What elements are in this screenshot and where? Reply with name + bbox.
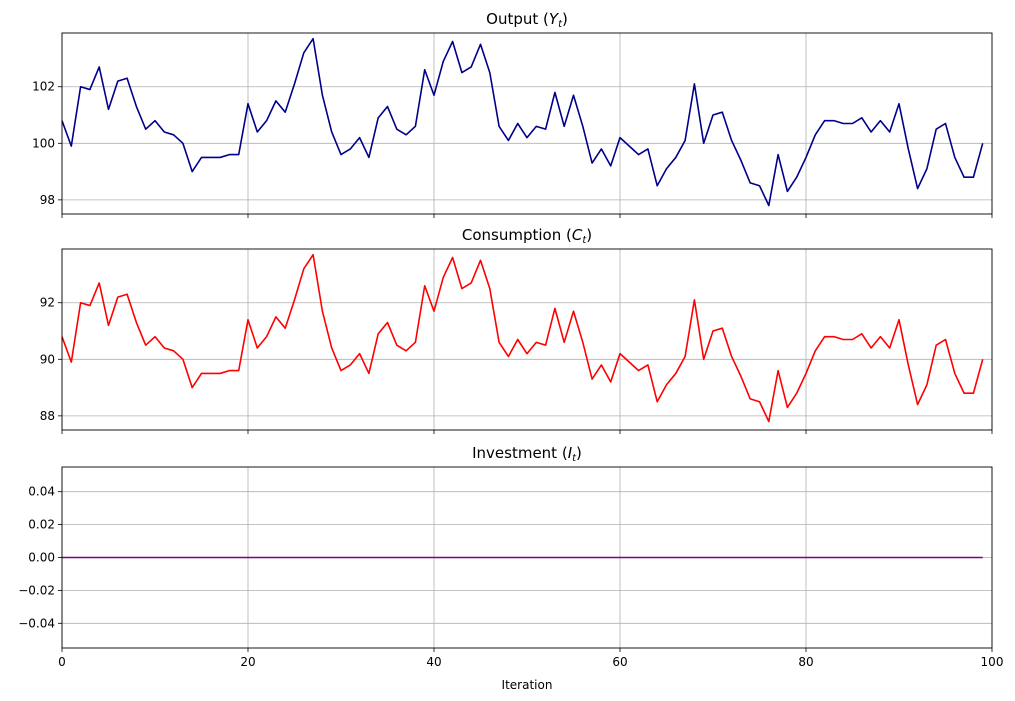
subplot-title: Output (Yt) — [486, 10, 568, 30]
y-tick-label: 0.02 — [28, 518, 55, 532]
subplot-title: Consumption (Ct) — [462, 226, 592, 246]
x-tick-label: 60 — [612, 655, 627, 669]
y-tick-label: 0.04 — [28, 485, 55, 499]
y-tick-label: 98 — [40, 193, 55, 207]
subplot-1: 98 100 102 Output (Yt) — [32, 10, 993, 218]
x-tick-label: 20 — [240, 655, 255, 669]
x-tick-label: 100 — [981, 655, 1004, 669]
y-tick-label: 88 — [40, 409, 55, 423]
axes-frame — [61, 32, 993, 215]
series-line — [61, 253, 984, 423]
series-line — [61, 37, 984, 207]
y-tick-label: −0.04 — [18, 616, 55, 630]
x-axis-label: Iteration — [502, 678, 553, 692]
y-tick-label: 0.00 — [28, 551, 55, 565]
y-tick-label: −0.02 — [18, 583, 55, 597]
y-tick-label: 92 — [40, 296, 55, 310]
y-tick-label: 102 — [32, 80, 55, 94]
subplot-2: 88 90 92 Consumption (Ct) — [40, 226, 993, 434]
y-tick-label: 90 — [40, 352, 55, 366]
subplot-3: −0.04 −0.02 0.00 0.02 0.04 0 20 40 60 80 100 Invest… — [18, 444, 1003, 669]
x-tick-label: 80 — [798, 655, 813, 669]
y-tick-label: 100 — [32, 136, 55, 150]
subplot-title: Investment (It) — [472, 444, 582, 464]
axes-frame — [61, 248, 993, 431]
x-tick-label: 0 — [58, 655, 66, 669]
x-tick-label: 40 — [426, 655, 441, 669]
